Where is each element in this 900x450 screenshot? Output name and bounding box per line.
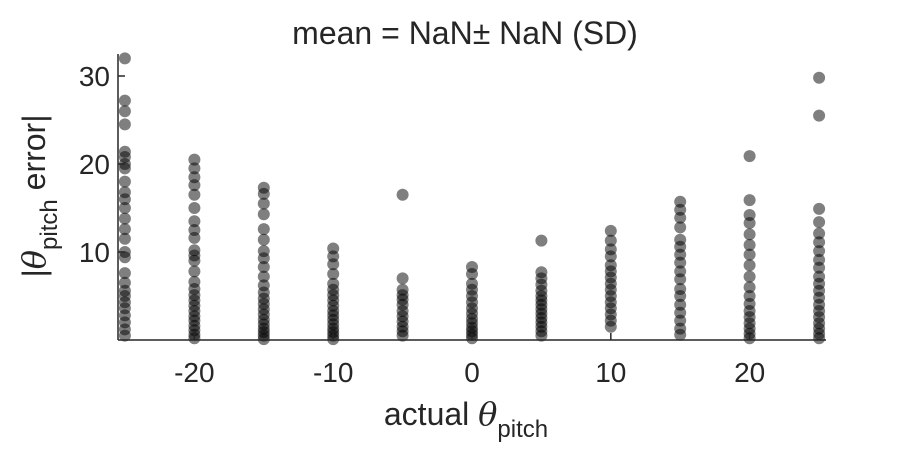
x-tick-label: -10 — [313, 357, 353, 388]
data-point — [188, 171, 201, 184]
data-point — [743, 209, 756, 221]
data-point — [674, 221, 687, 234]
data-point — [188, 188, 201, 201]
data-point — [188, 202, 201, 214]
y-tick-label: 10 — [79, 237, 110, 268]
data-point — [813, 253, 826, 266]
data-point — [188, 162, 201, 175]
data-point — [118, 175, 131, 188]
data-point — [118, 94, 131, 107]
data-point — [396, 188, 409, 201]
data-point — [535, 266, 548, 279]
data-point — [257, 261, 270, 273]
y-axis-label: |θpitch error| — [15, 114, 63, 277]
data-point — [743, 194, 756, 207]
data-point — [257, 279, 270, 292]
data-point — [604, 243, 617, 256]
data-point — [813, 236, 826, 249]
data-point — [743, 270, 756, 283]
x-axis-label: actual θpitch — [384, 395, 548, 443]
x-tick-label: 20 — [734, 357, 765, 388]
data-point — [674, 265, 687, 278]
data-point — [257, 197, 270, 210]
data-point — [257, 233, 270, 246]
data-point — [674, 298, 687, 311]
data-point — [188, 244, 201, 257]
data-point — [813, 245, 826, 258]
data-point — [743, 290, 756, 302]
data-point — [813, 270, 826, 283]
data-point — [118, 202, 131, 214]
data-point — [118, 52, 131, 65]
data-point — [327, 242, 340, 255]
data-point — [743, 281, 756, 294]
data-point — [813, 216, 826, 229]
data-point — [743, 239, 756, 251]
data-point — [396, 272, 409, 285]
data-point — [118, 223, 131, 236]
y-tick-label: 20 — [79, 149, 110, 180]
data-point — [743, 248, 756, 261]
data-point — [674, 195, 687, 208]
data-point — [118, 232, 131, 245]
data-point — [327, 277, 340, 290]
data-point — [327, 268, 340, 280]
data-point — [118, 145, 131, 158]
data-point — [257, 270, 270, 283]
data-point — [604, 259, 617, 272]
data-point — [118, 105, 131, 118]
data-point — [118, 276, 131, 289]
data-point — [118, 118, 131, 131]
data-point — [188, 265, 201, 278]
data-point — [257, 245, 270, 258]
data-point — [466, 277, 478, 290]
data-point — [674, 233, 687, 246]
data-point — [188, 153, 201, 166]
x-axis-ticks: -20 -10 0 10 20 — [174, 333, 765, 388]
y-tick-label: 30 — [79, 61, 110, 92]
data-point — [535, 234, 548, 247]
data-point — [743, 150, 756, 163]
data-point — [188, 275, 201, 288]
data-point — [118, 267, 131, 280]
data-point — [813, 71, 826, 84]
data-point — [188, 224, 201, 236]
data-point — [118, 212, 131, 225]
data-point — [118, 186, 131, 199]
y-axis-ticks: 10 20 30 — [79, 61, 125, 268]
x-tick-label: -20 — [174, 357, 214, 388]
data-point — [188, 215, 201, 228]
data-point — [466, 261, 478, 273]
data-point — [743, 228, 756, 241]
data-point — [813, 109, 826, 122]
data-point — [257, 223, 270, 236]
data-point — [396, 283, 409, 296]
data-point — [257, 181, 270, 194]
data-point — [813, 227, 826, 240]
data-point — [604, 234, 617, 247]
chart-title: mean = NaN± NaN (SD) — [292, 15, 638, 51]
data-point — [674, 283, 687, 295]
data-points — [118, 52, 826, 346]
data-point — [604, 224, 617, 237]
data-point — [743, 259, 756, 272]
data-point — [257, 208, 270, 221]
data-point — [813, 202, 826, 215]
x-tick-label: 10 — [595, 357, 626, 388]
x-tick-label: 0 — [464, 357, 480, 388]
